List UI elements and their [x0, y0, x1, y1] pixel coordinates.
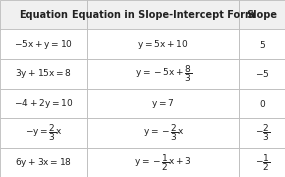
Bar [87, 88, 239, 118]
Text: Equation in Slope-Intercept Form: Equation in Slope-Intercept Form [72, 10, 255, 20]
Text: $\mathsf{3y + 15x = 8}$: $\mathsf{3y + 15x = 8}$ [15, 67, 72, 80]
Bar [87, 59, 239, 88]
Text: $\mathsf{y = -}\dfrac{1}{2}\mathsf{x + 3}$: $\mathsf{y = -}\dfrac{1}{2}\mathsf{x + 3… [134, 152, 192, 173]
Text: $\mathsf{y = 5x + 10}$: $\mathsf{y = 5x + 10}$ [137, 38, 189, 51]
Bar [0, 30, 87, 59]
Bar [239, 88, 285, 118]
Bar [87, 30, 239, 59]
Text: $\mathsf{5}$: $\mathsf{5}$ [259, 39, 266, 50]
Text: $\mathsf{y = -} \dfrac{2}{3}\mathsf{x}$: $\mathsf{y = -} \dfrac{2}{3}\mathsf{x}$ [142, 122, 184, 143]
Bar [239, 30, 285, 59]
Text: $\mathsf{-y} = \dfrac{2}{3}\mathsf{x}$: $\mathsf{-y} = \dfrac{2}{3}\mathsf{x}$ [25, 122, 62, 143]
Bar [0, 59, 87, 88]
Bar [239, 59, 285, 88]
Text: $\mathsf{0}$: $\mathsf{0}$ [259, 98, 266, 109]
Text: Equation: Equation [19, 10, 68, 20]
Text: $-\dfrac{2}{3}$: $-\dfrac{2}{3}$ [255, 122, 270, 143]
Text: $\mathsf{y = 7}$: $\mathsf{y = 7}$ [151, 97, 175, 110]
Bar [0, 0, 87, 30]
Text: $\mathsf{y = -5x} + \dfrac{8}{3}$: $\mathsf{y = -5x} + \dfrac{8}{3}$ [135, 63, 192, 84]
Bar [87, 147, 239, 177]
Text: Slope: Slope [247, 10, 278, 20]
Bar [0, 88, 87, 118]
Bar [87, 118, 239, 147]
Bar [239, 147, 285, 177]
Bar [87, 0, 239, 30]
Bar [239, 118, 285, 147]
Text: $-\dfrac{1}{2}$: $-\dfrac{1}{2}$ [255, 152, 270, 173]
Bar [239, 0, 285, 30]
Text: $\mathsf{6y + 3x = 18}$: $\mathsf{6y + 3x = 18}$ [15, 156, 72, 169]
Text: $\mathsf{-5x + y = 10}$: $\mathsf{-5x + y = 10}$ [14, 38, 73, 51]
Bar [0, 147, 87, 177]
Text: $\mathsf{-5}$: $\mathsf{-5}$ [255, 68, 269, 79]
Bar [0, 118, 87, 147]
Text: $\mathsf{-4 + 2y = 10}$: $\mathsf{-4 + 2y = 10}$ [14, 97, 73, 110]
